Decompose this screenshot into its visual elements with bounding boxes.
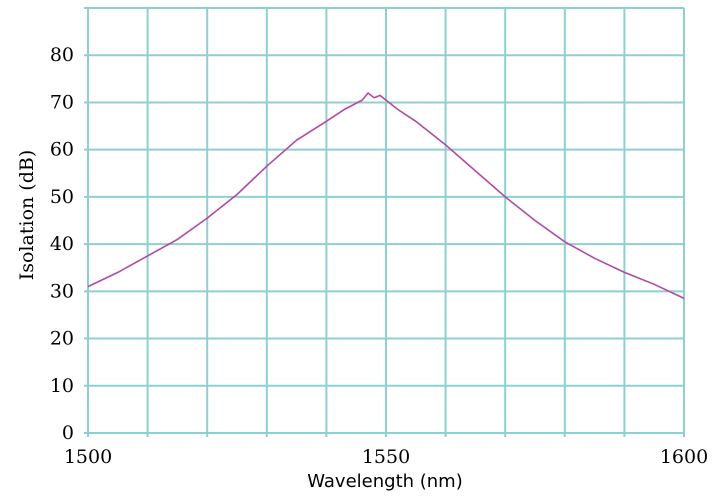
chart-grid [84, 7, 685, 437]
y-tick-label: 20 [50, 328, 74, 350]
y-axis-label: Isolation (dB) [16, 150, 38, 280]
y-tick-label: 80 [50, 44, 74, 66]
y-tick-label: 50 [50, 186, 74, 208]
y-tick-labels: 0 10 20 30 40 50 60 70 80 [50, 44, 74, 444]
y-tick-label: 40 [50, 233, 74, 255]
x-tick-label: 1550 [362, 446, 410, 468]
y-tick-label: 0 [62, 422, 74, 444]
y-tick-label: 10 [50, 375, 74, 397]
x-tick-label: 1500 [64, 446, 112, 468]
x-tick-label: 1600 [660, 446, 708, 468]
y-tick-label: 30 [50, 280, 74, 302]
y-tick-label: 70 [50, 91, 74, 113]
series-line [87, 91, 685, 300]
x-axis-label: Wavelength (nm) [307, 471, 463, 492]
x-tick-labels: 1500 1550 1600 [64, 446, 708, 468]
y-tick-label: 60 [50, 139, 74, 161]
